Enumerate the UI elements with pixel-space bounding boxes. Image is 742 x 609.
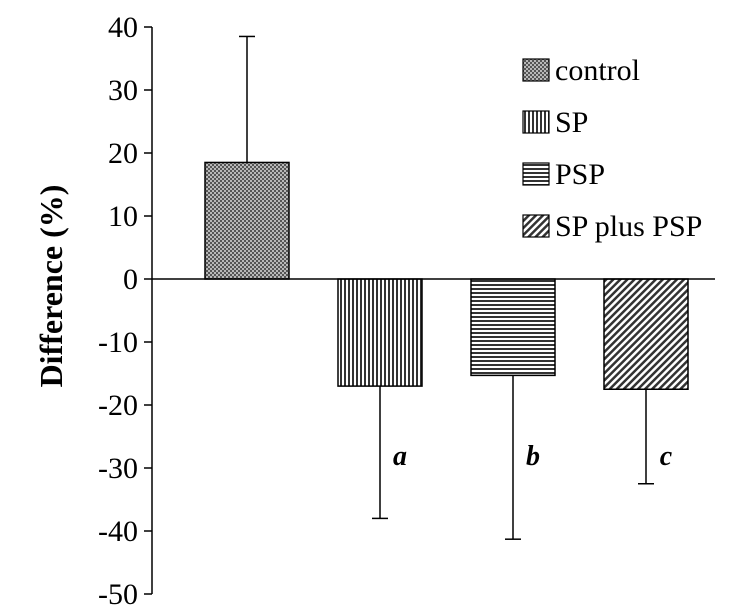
bars: a b c	[204, 35, 689, 540]
legend-label: control	[555, 54, 640, 87]
bar	[470, 278, 556, 377]
legend: control SP PSP SP plus PSP	[522, 54, 702, 243]
y-tick-label: 40	[108, 11, 138, 44]
y-tick-label: -10	[98, 326, 138, 359]
y-axis: 40 30 20 10 0 -10 -20 -30 -40 -50	[98, 11, 153, 609]
y-tick-label: 10	[108, 200, 138, 233]
bar	[204, 161, 290, 280]
significance-label: a	[393, 441, 407, 472]
legend-label: SP plus PSP	[555, 210, 702, 243]
y-tick-label: 20	[108, 137, 138, 170]
significance-label: c	[660, 441, 673, 472]
significance-label: b	[526, 441, 540, 472]
legend-swatch	[522, 162, 550, 186]
y-tick-label: 30	[108, 74, 138, 107]
y-axis-title: Difference (%)	[33, 185, 69, 388]
bar	[603, 278, 689, 390]
legend-swatch	[522, 110, 550, 134]
legend-label: SP	[555, 106, 588, 139]
legend-label: PSP	[555, 158, 605, 191]
y-tick-label: -40	[98, 515, 138, 548]
legend-swatch	[522, 58, 550, 82]
y-tick-label: 0	[123, 263, 138, 296]
y-tick-label: -20	[98, 389, 138, 422]
bar	[337, 278, 423, 387]
y-tick-label: -50	[98, 578, 138, 609]
legend-swatch	[522, 214, 550, 238]
y-tick-label: -30	[98, 452, 138, 485]
